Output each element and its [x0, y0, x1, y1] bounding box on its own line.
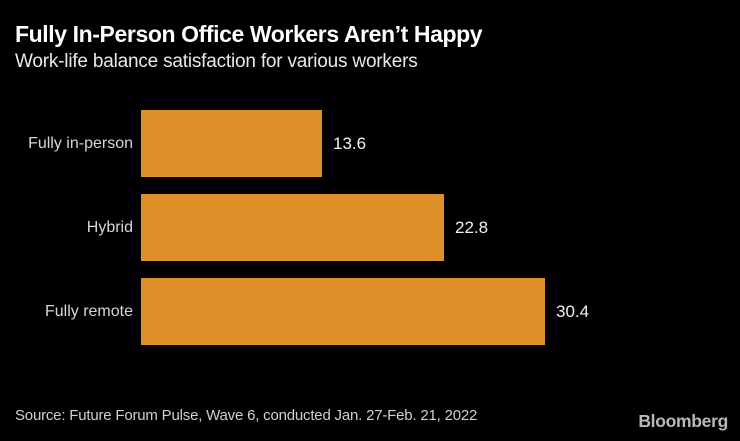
bar [141, 110, 322, 177]
bloomberg-logo: Bloomberg [638, 411, 728, 431]
value-label: 13.6 [333, 133, 367, 153]
chart-subtitle: Work-life balance satisfaction for vario… [15, 51, 418, 72]
category-label: Hybrid [86, 218, 133, 236]
category-label: Fully in-person [28, 134, 133, 152]
source-note: Source: Future Forum Pulse, Wave 6, cond… [15, 407, 478, 424]
chart-title: Fully In-Person Office Workers Aren’t Ha… [15, 21, 483, 47]
bar-row: Fully in-person 13.6 [15, 110, 740, 177]
bar-chart: Fully in-person 13.6 Hybrid 22.8 Fully remot… [15, 110, 740, 362]
value-label: 30.4 [556, 301, 590, 321]
category-label: Fully remote [44, 302, 133, 320]
bar-row: Hybrid 22.8 [15, 194, 740, 261]
bar [141, 278, 545, 345]
bar [141, 194, 444, 261]
bar-row: Fully remote 30.4 [15, 278, 740, 345]
value-label: 22.8 [455, 217, 489, 237]
